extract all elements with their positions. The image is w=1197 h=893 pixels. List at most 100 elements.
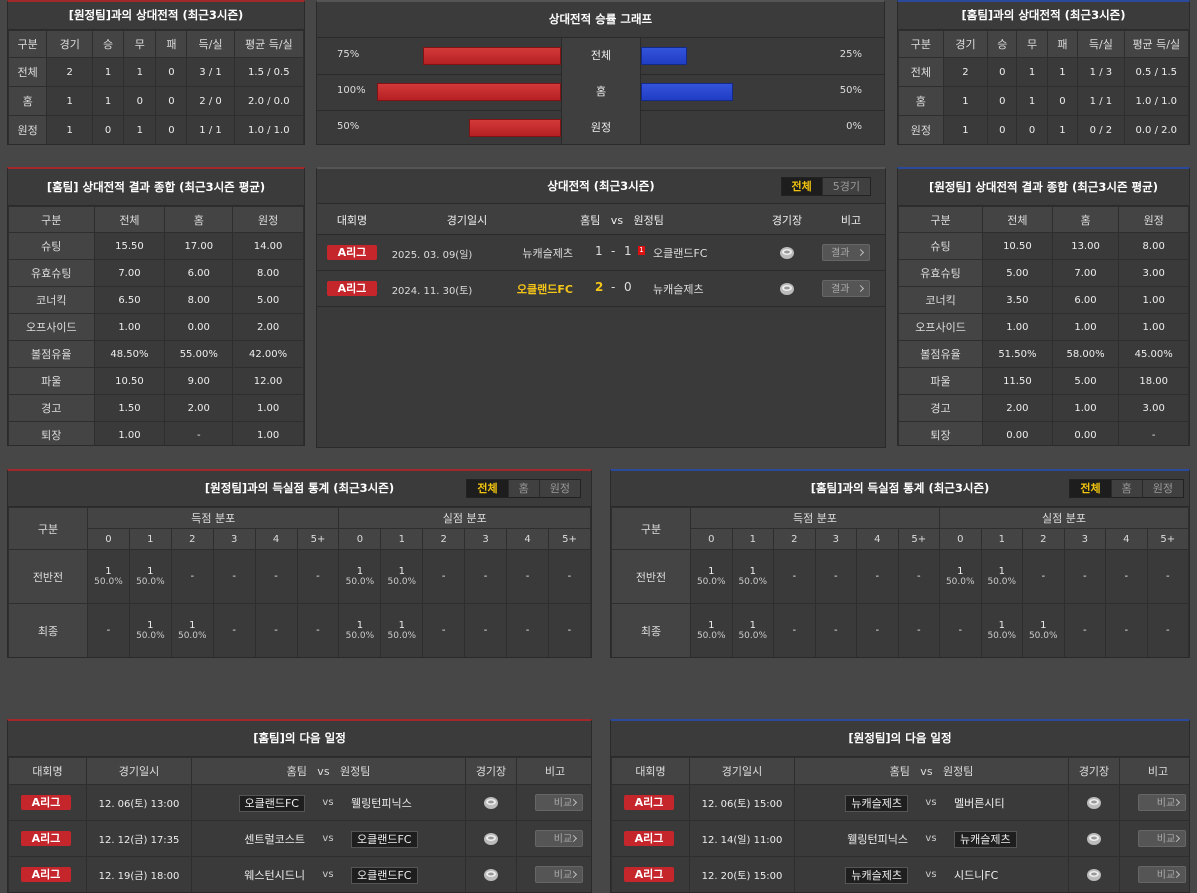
cell: 뉴캐슬제츠 vs 시드니FC [794,856,1069,892]
cell: 1 50.0% [87,549,130,604]
cell: 1.00 [93,313,166,341]
button[interactable]: 결과 [822,244,870,261]
table-row: 유효슈팅 5.00 7.00 3.00 [898,259,1189,287]
match-date: 2024. 11. 30(토) [391,286,473,297]
button[interactable]: 비교 [535,830,583,847]
table-row: 최종 1 50.0% 1 50.0% - - - - -1 50.0% 1 50.0% - - - [611,603,1189,657]
tab[interactable]: 5경기 [821,178,870,195]
table-row: A리그 12. 06(토) 13:00 오클랜드FC vs 웰링턴피닉스 비교 [8,784,591,821]
table-row: 파울 10.50 9.00 12.00 [8,367,304,395]
count: 1 [749,620,756,631]
stadium-icon [1087,833,1101,845]
count: 1 [147,620,154,631]
header-cell: 경기장 [1068,757,1120,785]
cell: 1 50.0% [170,603,214,657]
chevron-icon [856,248,865,257]
cell: 0 / 2 [1077,115,1125,144]
tab[interactable]: 원정 [538,480,580,497]
bucket-header: 2 [170,528,214,550]
panel: [원정팀]의 다음 일정 대회명 경기일시 홈팀 vs 원정팀 경기장 비고 A리그 12. … [610,719,1190,893]
cell: 1 50.0% [380,549,424,604]
button[interactable]: 비교 [535,794,583,811]
button[interactable]: 비교 [535,866,583,883]
panel: 상대전적 승률 그래프 75% 전체 25% 100% 홈 50% 50% 원정 0% [316,0,885,145]
header-cell: 평균 득/실 [233,30,304,58]
cell: 0.5 / 1.5 [1123,57,1189,87]
header-cell: 승 [92,30,125,58]
row-label: 파울 [8,367,95,395]
cell: - [814,603,857,657]
header-cell: 패 [1046,30,1079,58]
bucket-header: 1 [980,528,1023,550]
match-date: 2025. 03. 09(일) [391,250,473,261]
button[interactable]: 비교 [1138,794,1186,811]
cell: 0 [1016,115,1048,144]
bucket-header: 4 [254,528,298,550]
panel: [홈팀]과의 득실점 통계 (최근3시즌) 전체 홈 원정 구분 득점 분포 실점 분포 0 1… [610,469,1190,658]
cell: 1 50.0% [128,549,172,604]
header-row: 구분 경기 승 무 패 득/실 평균 득/실 [8,30,304,58]
tab[interactable]: 전체 [1070,480,1111,497]
bucket-header: 4 [1105,528,1148,550]
row-label: 홈 [561,74,641,110]
away-team: 웰링턴피닉스 [351,796,412,810]
panel: [홈팀]과의 상대전적 (최근3시즌) 구분 경기 승 무 패 득/실 평균 득/실 전체 2 0 1… [897,0,1190,145]
percentage: 50.0% [696,631,726,641]
cell: 48.50% [93,340,166,368]
tab[interactable]: 전체 [467,480,508,497]
cell: 1 [92,86,125,116]
home-slot: 뉴캐슬제츠 [796,794,908,812]
cell: 1 [46,86,94,116]
cell: 15.50 [93,232,166,260]
group-header: 득점 분포 [86,507,340,529]
row-label: 유효슈팅 [898,259,984,287]
row-label: 오프사이드 [898,313,984,341]
matchup: 뉴캐슬제츠 vs 시드니FC [796,866,1067,884]
cell: - [1118,421,1189,445]
tab[interactable]: 전체 [781,178,822,195]
cell: A리그 [8,856,87,892]
table-row: 슈팅 15.50 17.00 14.00 [8,232,304,260]
table-row: A리그 12. 12(금) 17:35 센트럴코스트 vs 오클랜드FC 비교 [8,820,591,857]
header-cell: 득/실 [186,30,235,58]
home-team: 웰링턴피닉스 [847,832,908,846]
button[interactable]: 비교 [1138,830,1186,847]
header-cell: 구분 [8,30,48,58]
row-label: 최종 [8,603,88,657]
panel-title: [홈팀] 상대전적 결과 종합 (최근3시즌 평균) [8,169,304,206]
count: 1 [1040,620,1047,631]
bucket-header: 1 [128,528,172,550]
header-cell: 홈팀 vs 원정팀 [191,757,466,785]
cell: 1 [1046,115,1079,144]
cell: - [1063,603,1106,657]
cell: 오클랜드FC vs 웰링턴피닉스 [191,784,466,821]
header-row: 대회명 경기일시 홈팀 vs 원정팀 경기장 비고 [611,757,1189,785]
cell: - [856,603,899,657]
header-cell: 구분 [8,507,88,550]
button-label: 비교 [1156,870,1176,881]
cell: 10.50 [982,232,1053,260]
tab[interactable]: 홈 [1110,480,1142,497]
button[interactable]: 비교 [1138,866,1186,883]
cell: 뉴캐슬제츠 vs 멜버른시티 [794,784,1069,821]
button[interactable]: 결과 [822,280,870,297]
tab[interactable]: 원정 [1141,480,1183,497]
table-row: 파울 11.50 5.00 18.00 [898,367,1189,395]
cell [465,856,517,892]
panel: [원정팀]과의 상대전적 (최근3시즌) 구분 경기 승 무 패 득/실 평균 득/실 전체 2 1… [7,0,305,145]
cell: 9.00 [164,367,234,395]
row-label: 볼점유율 [8,340,95,368]
row-label: 퇴장 [8,421,95,445]
count: 1 [398,620,405,631]
cell: - [939,603,982,657]
away-slot: 멜버른시티 [954,795,1005,811]
count: 1 [749,566,756,577]
away-team: 오클랜드FC [653,247,708,260]
tab[interactable]: 홈 [507,480,539,497]
panel-title: [원정팀]의 다음 일정 [611,721,1189,757]
panel-title: 상대전적 승률 그래프 [317,2,884,38]
matchup: 뉴캐슬제츠 vs 멜버른시티 [796,794,1067,812]
count: 1 [147,566,154,577]
